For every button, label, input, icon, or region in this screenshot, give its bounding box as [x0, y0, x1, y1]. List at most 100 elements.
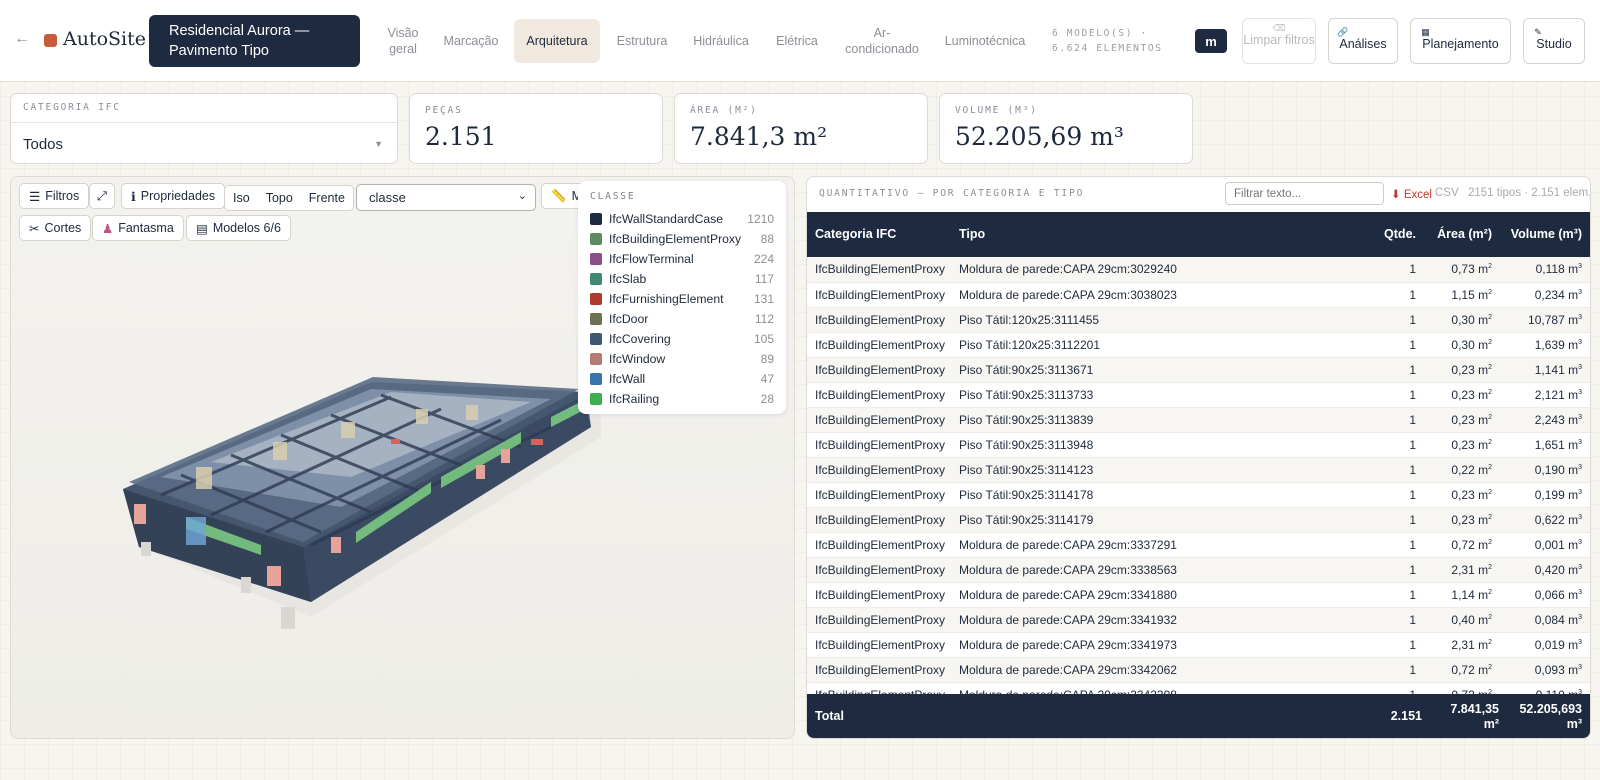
table-row[interactable]: IfcBuildingElementProxy Piso Tátil:90x25:… — [807, 507, 1590, 532]
legend-item-name: IfcFurnishingElement — [609, 292, 724, 306]
tab-hidraulica[interactable]: Hidráulica — [688, 19, 754, 63]
table-row[interactable]: IfcBuildingElementProxy Piso Tátil:120x25… — [807, 307, 1590, 332]
legend-item[interactable]: IfcCovering 105 — [590, 329, 774, 349]
legend-item[interactable]: IfcWindow 89 — [590, 349, 774, 369]
cell-type: Moldura de parede:CAPA 29cm:3038023 — [959, 287, 1177, 302]
properties-button[interactable]: ℹ Propriedades — [121, 183, 226, 209]
column-header-category[interactable]: Categoria IFC — [815, 227, 897, 241]
view-iso-button[interactable]: Iso — [233, 191, 250, 205]
table-row[interactable]: IfcBuildingElementProxy Moldura de parede… — [807, 282, 1590, 307]
cell-area: 0,23 m2 — [1451, 437, 1492, 452]
cell-qty: 1 — [1409, 337, 1416, 352]
table-row[interactable]: IfcBuildingElementProxy Moldura de parede… — [807, 657, 1590, 682]
tab-marcacao[interactable]: Marcação — [437, 19, 505, 63]
category-select[interactable]: Todos — [23, 136, 64, 153]
legend-title: CLASSE — [590, 191, 636, 202]
cell-type: Moldura de parede:CAPA 29cm:3337291 — [959, 537, 1177, 552]
view-top-button[interactable]: Topo — [265, 191, 293, 205]
volume-value: 52.205,69 m³ — [955, 122, 1124, 151]
column-header-area[interactable]: Área (m²) — [1437, 227, 1492, 241]
clear-filters-button[interactable]: ⌫ Limpar filtros — [1242, 18, 1316, 64]
models-button[interactable]: ▤ Modelos 6/6 — [186, 215, 291, 241]
studio-button[interactable]: ✎ Studio — [1523, 18, 1585, 64]
model-viewer[interactable]: ☰ Filtros ⤢ ℹ Propriedades Iso Topo Frente… — [10, 176, 795, 739]
color-swatch — [590, 293, 602, 305]
project-name-line1: Residencial Aurora — — [169, 23, 310, 39]
table-body-scroll[interactable]: IfcBuildingElementProxy Moldura de parede… — [807, 257, 1590, 696]
legend-item[interactable]: IfcFlowTerminal 224 — [590, 249, 774, 269]
unit-toggle-button[interactable]: m — [1195, 29, 1227, 53]
tab-luminotecnica[interactable]: Luminotécnica — [937, 19, 1033, 63]
table-row[interactable]: IfcBuildingElementProxy Moldura de parede… — [807, 257, 1590, 282]
table-row[interactable]: IfcBuildingElementProxy Moldura de parede… — [807, 557, 1590, 582]
cell-qty: 1 — [1409, 462, 1416, 477]
legend-item-count: 47 — [760, 372, 774, 386]
column-header-volume[interactable]: Volume (m³) — [1510, 227, 1582, 241]
legend-item[interactable]: IfcWall 47 — [590, 369, 774, 389]
color-by-value: classe — [369, 190, 406, 205]
legend-item[interactable]: IfcBuildingElementProxy 88 — [590, 229, 774, 249]
expand-button[interactable]: ⤢ — [89, 183, 115, 209]
cell-area-value: 1,14 — [1451, 587, 1475, 602]
table-row[interactable]: IfcBuildingElementProxy Piso Tátil:90x25:… — [807, 432, 1590, 457]
cell-qty: 1 — [1409, 662, 1416, 677]
cuts-button[interactable]: ✂ Cortes — [19, 215, 92, 241]
table-row[interactable]: IfcBuildingElementProxy Piso Tátil:90x25:… — [807, 457, 1590, 482]
table-row[interactable]: IfcBuildingElementProxy Piso Tátil:90x25:… — [807, 407, 1590, 432]
export-excel-button[interactable]: ⬇ Excel — [1391, 187, 1432, 201]
column-header-qty[interactable]: Qtde. — [1384, 227, 1416, 241]
cell-volume-value: 0,084 — [1534, 612, 1565, 627]
category-label: CATEGORIA IFC — [23, 102, 121, 113]
category-filter-card[interactable]: CATEGORIA IFC Todos ▼ — [10, 93, 398, 164]
ruler-icon: 📏 — [551, 188, 567, 203]
cell-area-value: 0,40 — [1451, 612, 1475, 627]
models-label: Modelos 6/6 — [212, 221, 281, 235]
color-swatch — [590, 393, 602, 405]
view-front-button[interactable]: Frente — [308, 191, 345, 205]
export-csv-button[interactable]: CSV — [1435, 187, 1459, 199]
layers-icon: ▤ — [196, 221, 208, 236]
cell-area-value: 0,72 — [1451, 662, 1475, 677]
ghost-icon: ♟ — [102, 221, 114, 236]
back-arrow-icon[interactable]: ← — [14, 30, 30, 47]
cell-category: IfcBuildingElementProxy — [815, 637, 946, 652]
analyses-button[interactable]: 🔗 Análises — [1328, 18, 1398, 64]
legend-item[interactable]: IfcRailing 28 — [590, 389, 774, 409]
table-row[interactable]: IfcBuildingElementProxy Moldura de parede… — [807, 682, 1590, 697]
legend-item[interactable]: IfcSlab 117 — [590, 269, 774, 289]
cell-volume: 2,243 m3 — [1534, 412, 1582, 427]
cell-type: Piso Tátil:90x25:3114123 — [959, 462, 1094, 477]
tab-visao-geral[interactable]: Visão geral — [380, 19, 426, 63]
total-label: Total — [815, 709, 844, 723]
cell-volume-value: 0,001 — [1534, 537, 1565, 552]
color-by-select[interactable]: classe ⌄ — [356, 184, 536, 211]
table-row[interactable]: IfcBuildingElementProxy Piso Tátil:90x25:… — [807, 357, 1590, 382]
table-row[interactable]: IfcBuildingElementProxy Moldura de parede… — [807, 532, 1590, 557]
planning-button[interactable]: ▦ Planejamento — [1410, 18, 1511, 64]
brand-name[interactable]: AutoSite — [63, 28, 147, 50]
tab-arquitetura[interactable]: Arquitetura — [514, 19, 600, 63]
cell-area-value: 2,31 — [1451, 637, 1475, 652]
legend-item[interactable]: IfcFurnishingElement 131 — [590, 289, 774, 309]
filter-icon: ☰ — [29, 189, 41, 204]
table-row[interactable]: IfcBuildingElementProxy Piso Tátil:90x25:… — [807, 382, 1590, 407]
table-row[interactable]: IfcBuildingElementProxy Moldura de parede… — [807, 582, 1590, 607]
cell-volume-value: 0,019 — [1534, 637, 1565, 652]
table-row[interactable]: IfcBuildingElementProxy Piso Tátil:120x25… — [807, 332, 1590, 357]
column-header-type[interactable]: Tipo — [959, 227, 986, 241]
legend-item-count: 117 — [754, 272, 774, 286]
filter-text-input[interactable] — [1225, 182, 1384, 205]
ghost-button[interactable]: ♟ Fantasma — [92, 215, 184, 241]
project-selector[interactable]: Residencial Aurora — Pavimento Tipo — [149, 15, 360, 67]
chevron-down-icon: ▼ — [374, 139, 383, 149]
tab-eletrica[interactable]: Elétrica — [769, 19, 825, 63]
legend-item[interactable]: IfcWallStandardCase 1210 — [590, 209, 774, 229]
table-row[interactable]: IfcBuildingElementProxy Moldura de parede… — [807, 607, 1590, 632]
tab-estrutura[interactable]: Estrutura — [608, 19, 676, 63]
table-row[interactable]: IfcBuildingElementProxy Piso Tátil:90x25:… — [807, 482, 1590, 507]
legend-item[interactable]: IfcDoor 112 — [590, 309, 774, 329]
table-row[interactable]: IfcBuildingElementProxy Moldura de parede… — [807, 632, 1590, 657]
filters-button[interactable]: ☰ Filtros — [19, 183, 90, 209]
model-count: 6 MODELO(S) · 6.624 ELEMENTOS — [1052, 26, 1180, 56]
tab-ar-condicionado[interactable]: Ar-condicionado — [839, 19, 925, 63]
